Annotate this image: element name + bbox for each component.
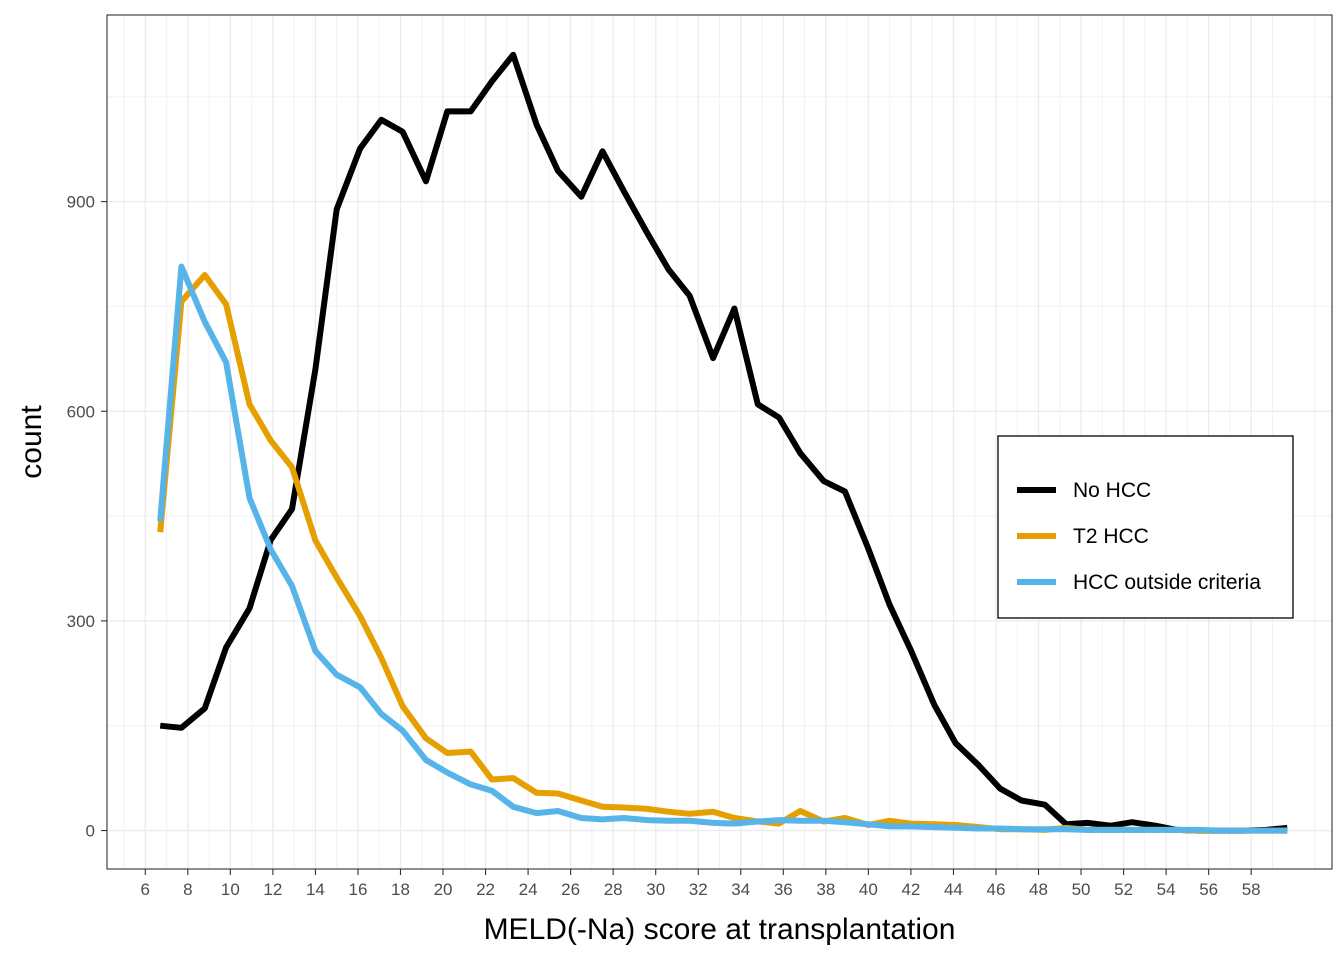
x-tick-label: 16 [348, 880, 367, 899]
x-axis-title: MELD(-Na) score at transplantation [484, 913, 956, 946]
y-axis-title: count [15, 405, 48, 479]
y-tick-label: 600 [67, 402, 95, 421]
x-tick-label: 18 [391, 880, 410, 899]
y-axis: 0 300 600 900 [67, 193, 107, 841]
x-tick-label: 20 [434, 880, 453, 899]
series-lines [157, 51, 1288, 834]
plot-border [106, 14, 1333, 870]
y-tick-label: 900 [67, 193, 95, 212]
x-tick-label: 32 [689, 880, 708, 899]
x-axis: 6 8 10 12 14 16 18 20 22 24 26 28 30 32 34 36 38 40 42 44 46… [141, 869, 1261, 899]
legend-label: HCC outside criteria [1073, 571, 1261, 594]
x-tick-label: 52 [1114, 880, 1133, 899]
x-tick-label: 50 [1072, 880, 1091, 899]
x-tick-label: 30 [646, 880, 665, 899]
y-tick-label: 0 [86, 822, 95, 841]
legend-label: T2 HCC [1073, 525, 1149, 548]
x-tick-label: 42 [901, 880, 920, 899]
x-tick-label: 24 [519, 880, 538, 899]
series-line-hcc-outside-criteria [157, 263, 1288, 834]
x-tick-label: 14 [306, 880, 325, 899]
x-tick-label: 40 [859, 880, 878, 899]
x-tick-label: 38 [816, 880, 835, 899]
x-tick-label: 56 [1199, 880, 1218, 899]
x-tick-label: 46 [987, 880, 1006, 899]
x-tick-label: 12 [263, 880, 282, 899]
x-tick-label: 44 [944, 880, 963, 899]
x-tick-label: 26 [561, 880, 580, 899]
x-tick-label: 8 [183, 880, 192, 899]
x-tick-label: 22 [476, 880, 495, 899]
x-tick-label: 54 [1157, 880, 1176, 899]
x-tick-label: 48 [1029, 880, 1048, 899]
legend: No HCC T2 HCC HCC outside criteria [997, 435, 1294, 619]
x-tick-label: 34 [731, 880, 750, 899]
x-tick-label: 28 [604, 880, 623, 899]
major-grid [107, 15, 1332, 869]
series-line-no-hcc [159, 51, 1288, 834]
x-tick-label: 10 [221, 880, 240, 899]
legend-box [997, 435, 1294, 619]
x-tick-label: 58 [1242, 880, 1261, 899]
x-tick-label: 36 [774, 880, 793, 899]
legend-label: No HCC [1073, 479, 1151, 502]
y-tick-label: 300 [67, 612, 95, 631]
x-tick-label: 6 [141, 880, 150, 899]
